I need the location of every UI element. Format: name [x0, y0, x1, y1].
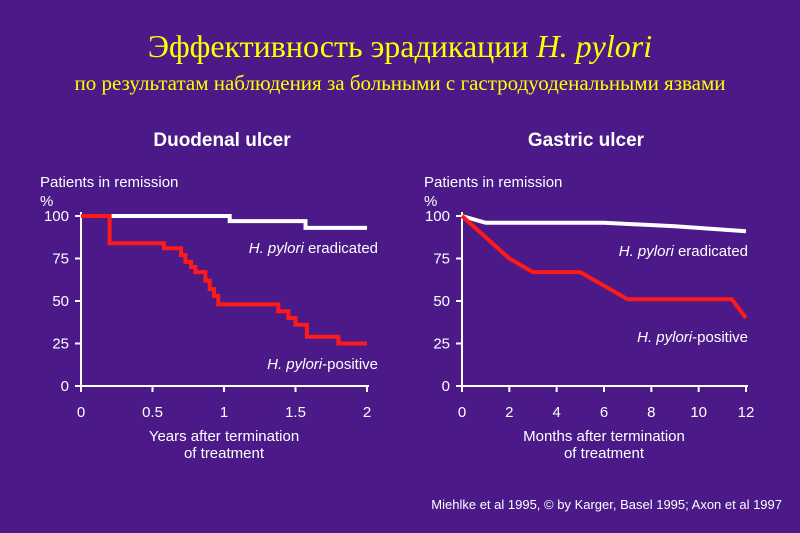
chart-title: Gastric ulcer [528, 130, 645, 151]
y-tick-label: 0 [442, 378, 450, 395]
x-tick-label: 4 [552, 404, 560, 421]
y-axis-label: Patients in remission [424, 174, 562, 191]
series-label-positive: H. pylori-positive [267, 356, 378, 373]
slide-title: Эффективность эрадикации H. pylori [0, 28, 800, 65]
series-line-positive [460, 214, 748, 320]
x-tick-label: 0 [77, 404, 85, 421]
x-tick-label: 1 [220, 404, 228, 421]
series-label-rest: eradicated [674, 243, 748, 260]
x-tick-label: 8 [647, 404, 655, 421]
series-line-eradicated [81, 214, 367, 230]
slide-subtitle: по результатам наблюдения за больными с … [74, 71, 726, 95]
series-label-positive: H. pylori-positive [637, 329, 748, 346]
series-label-rest: -positive [692, 329, 748, 346]
x-tick-label: 2 [363, 404, 371, 421]
y-axis-unit: % [40, 193, 53, 210]
chart-title: Duodenal ulcer [153, 130, 291, 151]
y-tick-label: 25 [52, 336, 69, 353]
series-label-italic: H. pylori [249, 240, 305, 257]
y-tick-label: 100 [44, 208, 69, 225]
series-label-eradicated: H. pylori eradicated [619, 243, 748, 260]
y-tick-label: 75 [52, 251, 69, 268]
x-tick-label: 1.5 [285, 404, 306, 421]
x-tick-label: 12 [738, 404, 755, 421]
x-tick-label: 10 [690, 404, 707, 421]
x-axis-label: Months after termination [523, 428, 685, 445]
series-label-italic: H. pylori [619, 243, 675, 260]
y-tick-label: 50 [52, 293, 69, 310]
x-tick-label: 0.5 [142, 404, 163, 421]
x-tick-label: 0 [458, 404, 466, 421]
x-tick-label: 6 [600, 404, 608, 421]
slide-title-main: Эффективность эрадикации [147, 28, 537, 64]
slide-title-italic: H. pylori [536, 28, 653, 64]
y-axis-unit: % [424, 193, 437, 210]
x-axis-label: Years after termination [149, 428, 299, 445]
series-label-rest: eradicated [304, 240, 378, 257]
y-tick-label: 100 [425, 208, 450, 225]
y-axis-label: Patients in remission [40, 174, 178, 191]
source-citation: Miehlke et al 1995, © by Karger, Basel 1… [431, 497, 782, 512]
y-tick-label: 25 [433, 336, 450, 353]
y-tick-label: 75 [433, 251, 450, 268]
x-axis-label: of treatment [184, 445, 265, 462]
series-label-italic: H. pylori [637, 329, 693, 346]
series-line-eradicated [461, 214, 747, 234]
y-tick-label: 50 [433, 293, 450, 310]
series-label-eradicated: H. pylori eradicated [249, 240, 378, 257]
series-label-rest: -positive [322, 356, 378, 373]
y-tick-label: 0 [61, 378, 69, 395]
series-line-positive [81, 214, 367, 346]
x-axis-label: of treatment [564, 445, 645, 462]
x-tick-label: 2 [505, 404, 513, 421]
series-label-italic: H. pylori [267, 356, 323, 373]
